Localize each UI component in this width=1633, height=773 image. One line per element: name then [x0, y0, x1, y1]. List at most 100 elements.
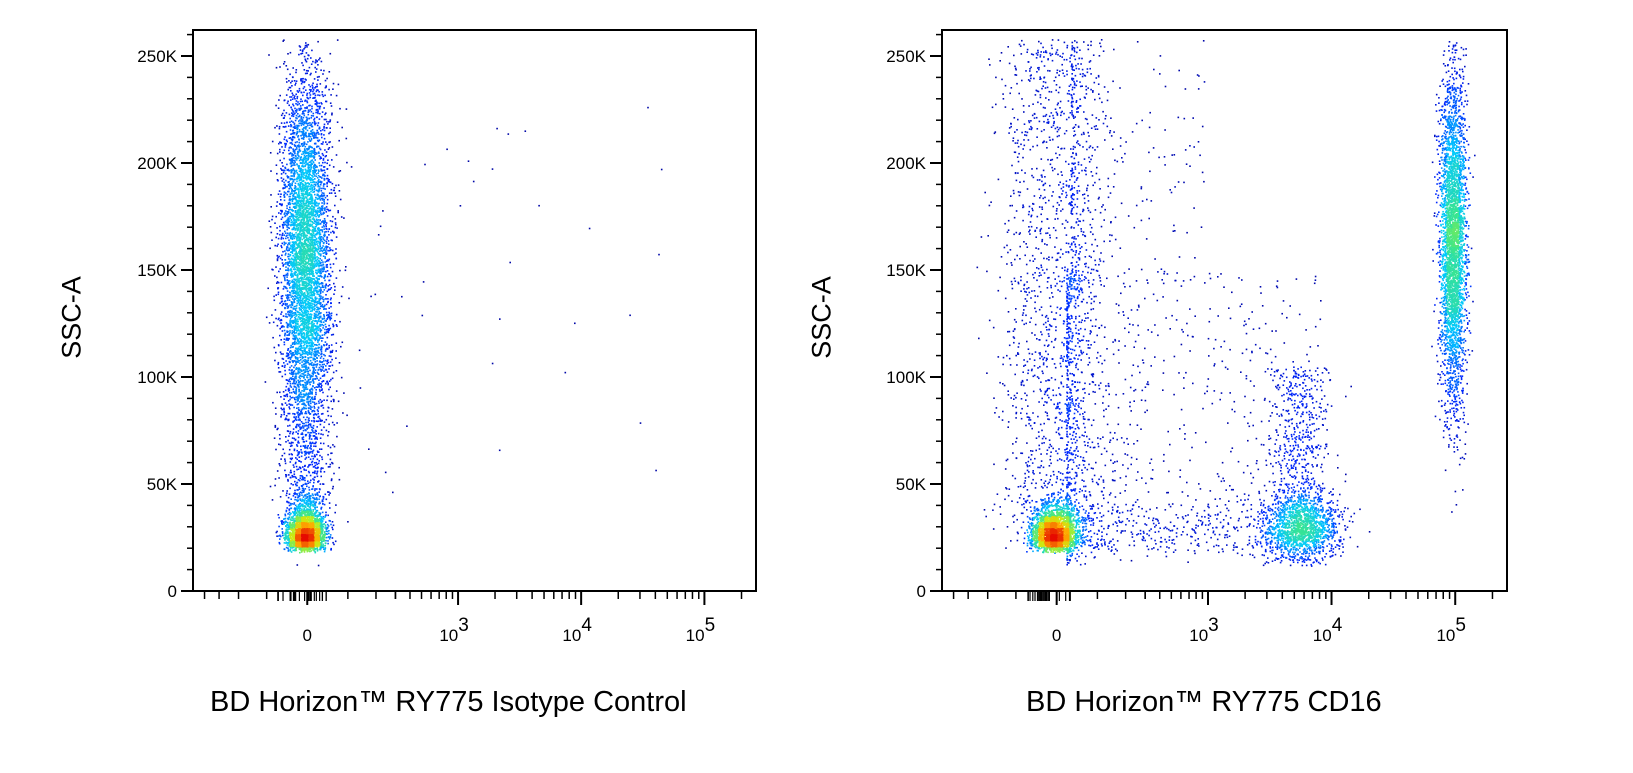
event-dot: [300, 449, 302, 451]
event-dot: [288, 169, 290, 172]
event-dot: [284, 230, 286, 233]
event-dot: [274, 126, 276, 129]
event-dot: [290, 123, 292, 126]
event-dot: [292, 284, 294, 286]
event-dot: [303, 349, 306, 351]
event-dot: [301, 370, 303, 372]
event-dot: [295, 192, 297, 194]
event-dot: [338, 478, 341, 481]
event-dot: [312, 82, 314, 85]
event-dot: [301, 390, 303, 392]
event-dot: [328, 284, 331, 286]
event-dot: [306, 451, 308, 454]
event-dot: [308, 132, 310, 135]
event-dot: [287, 339, 289, 341]
event-dot: [298, 149, 301, 152]
event-dot: [316, 281, 318, 284]
event-dot: [289, 361, 291, 363]
event-dot: [302, 151, 304, 153]
event-dot: [330, 479, 333, 482]
event-dot: [281, 326, 283, 328]
event-dot: [319, 316, 322, 318]
event-dot: [291, 202, 294, 205]
event-dot: [319, 112, 321, 115]
event-dot: [290, 159, 292, 162]
event-dot: [346, 414, 348, 417]
event-dot: [311, 493, 314, 495]
event-dot: [324, 234, 326, 237]
event-dot: [289, 366, 291, 369]
event-dot: [335, 248, 337, 250]
event-dot: [317, 339, 320, 342]
event-dot: [314, 253, 316, 255]
event-dot: [298, 456, 301, 458]
event-dot: [315, 461, 318, 464]
event-dot: [319, 324, 321, 327]
event-dot: [292, 216, 294, 219]
event-dot: [290, 257, 293, 260]
event-dot: [318, 147, 321, 150]
event-dot: [292, 280, 294, 283]
event-dot: [294, 211, 297, 213]
event-dot: [283, 194, 285, 196]
event-dot: [311, 463, 313, 466]
event-dot: [286, 526, 288, 529]
event-dot: [318, 402, 320, 404]
event-dot: [322, 442, 325, 445]
event-dot: [297, 298, 300, 300]
event-dot: [302, 335, 304, 338]
event-dot: [273, 437, 276, 439]
event-dot: [293, 373, 295, 375]
event-dot: [277, 281, 280, 284]
event-dot: [284, 192, 287, 194]
event-dot: [297, 372, 299, 374]
event-dot: [336, 325, 338, 327]
event-dot: [326, 195, 328, 197]
event-dot: [304, 465, 306, 467]
event-dot: [330, 239, 333, 241]
event-dot: [292, 484, 294, 486]
event-dot: [276, 125, 278, 127]
event-dot: [299, 301, 302, 304]
event-dot: [288, 453, 291, 456]
event-dot: [293, 273, 296, 276]
event-dot: [307, 194, 309, 197]
event-dot: [304, 374, 306, 376]
event-dot: [322, 365, 324, 368]
event-dot: [323, 174, 326, 176]
event-dot: [315, 335, 318, 338]
event-dot: [301, 330, 303, 332]
event-dot: [290, 81, 292, 84]
event-dot: [288, 284, 291, 286]
event-dot: [316, 279, 319, 281]
event-dot: [319, 180, 322, 183]
event-dot: [282, 225, 284, 227]
event-dot: [297, 440, 300, 443]
event-dot: [309, 396, 311, 398]
event-dot: [301, 499, 304, 502]
event-dot: [330, 297, 332, 299]
event-dot: [313, 305, 316, 307]
event-dot: [329, 316, 332, 318]
event-dot: [295, 377, 297, 380]
event-dot: [284, 287, 287, 289]
event-dot: [322, 157, 325, 160]
event-dot: [317, 221, 320, 223]
event-dot: [294, 125, 296, 127]
event-dot: [318, 265, 320, 268]
event-dot: [318, 501, 321, 504]
event-dot: [307, 425, 310, 427]
event-dot: [328, 423, 330, 426]
event-dot: [315, 104, 318, 106]
event-dot: [304, 381, 306, 384]
event-dot: [312, 97, 314, 99]
event-dot: [283, 542, 286, 544]
event-dot: [284, 212, 286, 214]
event-dot: [321, 207, 324, 209]
event-dot: [315, 375, 318, 378]
event-dot: [290, 221, 292, 224]
event-dot: [329, 534, 332, 536]
event-dot: [296, 322, 298, 325]
event-dot: [330, 452, 332, 455]
event-dot: [336, 121, 339, 123]
